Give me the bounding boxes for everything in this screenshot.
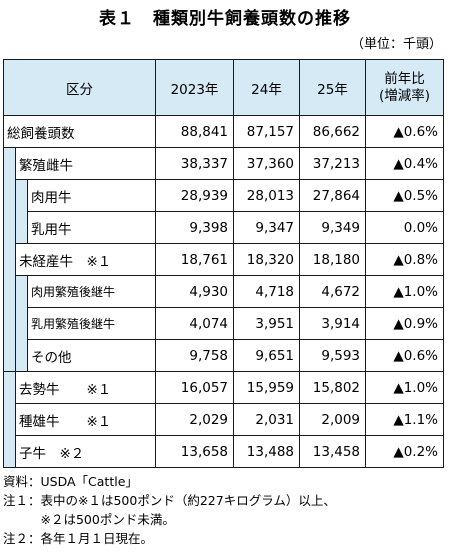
cell-ratio: ▲0.6%	[365, 115, 445, 148]
cell-ratio: ▲0.6%	[365, 339, 445, 372]
cell-25: 15,802	[299, 371, 367, 404]
table-row: その他 9,758 9,651 9,593 ▲0.6%	[4, 339, 445, 372]
cell-25: 13,458	[299, 435, 367, 468]
header-25: 25年	[299, 59, 367, 116]
unit-label: （単位：千頭）	[350, 37, 442, 52]
row-label: 子牛 ※２	[14, 435, 157, 468]
indent-cell	[3, 371, 16, 468]
cell-25: 86,662	[299, 115, 367, 148]
cell-ratio: ▲0.9%	[365, 307, 445, 340]
cell-2023: 16,057	[155, 371, 235, 404]
cell-2023: 9,398	[155, 211, 235, 244]
cell-2023: 88,841	[155, 115, 235, 148]
row-label: 種雄牛 ※１	[14, 403, 157, 436]
cell-24: 3,951	[233, 307, 301, 340]
header-row: 区分 2023年 24年 25年 前年比 (増減率)	[2, 59, 445, 116]
cell-ratio: ▲0.8%	[365, 243, 445, 276]
note-source: 資料：USDA「Cattle」	[3, 474, 138, 489]
cell-25: 3,914	[299, 307, 367, 340]
table-row: 乳用繁殖後継牛 4,074 3,951 3,914 ▲0.9%	[4, 307, 445, 340]
table-row: 去勢牛 ※１ 16,057 15,959 15,802 ▲1.0%	[3, 371, 445, 468]
table-row: 乳用牛 9,398 9,347 9,349 0.0%	[4, 211, 445, 244]
cell-ratio: ▲0.2%	[365, 435, 445, 468]
cell-ratio: ▲0.4%	[365, 147, 445, 180]
cell-24: 15,959	[233, 371, 301, 404]
row-label: 未経産牛 ※１	[14, 243, 157, 276]
cell-25: 9,349	[299, 211, 367, 244]
cell-2023: 4,930	[155, 275, 235, 308]
table-row: 種雄牛 ※１ 2,029 2,031 2,009 ▲1.1%	[4, 403, 445, 436]
indent-cell	[15, 275, 28, 372]
cell-ratio: ▲1.0%	[365, 275, 445, 308]
cell-24: 2,031	[233, 403, 301, 436]
note-1: 注１：表中の※１は500ポンド（約227キログラム）以上、	[3, 493, 336, 508]
table-row: 肉用牛 28,939 28,013 27,864 ▲0.5%	[4, 179, 445, 244]
cell-25: 18,180	[299, 243, 367, 276]
row-label: 総飼養頭数	[2, 115, 157, 148]
table-row: 総飼養頭数 88,841 87,157 86,662 ▲0.6%	[2, 115, 445, 148]
header-ratio: 前年比 (増減率)	[365, 59, 445, 116]
row-label: 肉用牛	[26, 179, 157, 212]
cell-25: 37,213	[299, 147, 367, 180]
cell-ratio: 0.0%	[365, 211, 445, 244]
cell-2023: 9,758	[155, 339, 235, 372]
header-2023: 2023年	[155, 59, 235, 116]
table-title: 表１ 種類別牛飼養頭数の推移	[99, 9, 351, 29]
header-category: 区分	[2, 59, 157, 116]
row-label: 繁殖雌牛	[14, 147, 157, 180]
table-row: 未経産牛 ※１ 18,761 18,320 18,180 ▲0.8%	[4, 243, 445, 276]
note-2: 注２：各年１月１日現在。	[3, 531, 154, 546]
row-label: 去勢牛 ※１	[14, 371, 157, 404]
cell-25: 4,672	[299, 275, 367, 308]
note-1-cont: ※２は500ポンド未満。	[3, 512, 175, 527]
header-24: 24年	[233, 59, 301, 116]
cell-2023: 13,658	[155, 435, 235, 468]
row-label: 肉用繁殖後継牛	[26, 275, 157, 308]
cattle-table: 区分 2023年 24年 25年 前年比 (増減率) 総飼養頭数 88,841 …	[2, 59, 445, 468]
row-label: 乳用繁殖後継牛	[26, 307, 157, 340]
table-row: 子牛 ※２ 13,658 13,488 13,458 ▲0.2%	[4, 435, 445, 468]
cell-2023: 18,761	[155, 243, 235, 276]
cell-24: 9,347	[233, 211, 301, 244]
cell-25: 27,864	[299, 179, 367, 212]
cell-24: 13,488	[233, 435, 301, 468]
header-ratio-line2: (増減率)	[378, 87, 431, 104]
table-row: 肉用繁殖後継牛 4,930 4,718 4,672 ▲1.0%	[4, 275, 445, 372]
cell-24: 87,157	[233, 115, 301, 148]
cell-24: 37,360	[233, 147, 301, 180]
cell-2023: 38,337	[155, 147, 235, 180]
cell-2023: 2,029	[155, 403, 235, 436]
cell-2023: 28,939	[155, 179, 235, 212]
cell-24: 9,651	[233, 339, 301, 372]
cell-ratio: ▲0.5%	[365, 179, 445, 212]
notes: 資料：USDA「Cattle」 注１：表中の※１は500ポンド（約227キログラ…	[3, 472, 336, 548]
cell-25: 2,009	[299, 403, 367, 436]
table-row: 繁殖雌牛 38,337 37,360 37,213 ▲0.4%	[3, 147, 445, 372]
indent-cell	[15, 179, 28, 244]
cell-2023: 4,074	[155, 307, 235, 340]
indent-cell	[3, 147, 16, 372]
cell-24: 18,320	[233, 243, 301, 276]
cell-ratio: ▲1.1%	[365, 403, 445, 436]
header-ratio-line1: 前年比	[384, 70, 425, 87]
cell-24: 4,718	[233, 275, 301, 308]
cell-25: 9,593	[299, 339, 367, 372]
row-label: その他	[26, 339, 157, 372]
cell-24: 28,013	[233, 179, 301, 212]
row-label: 乳用牛	[26, 211, 157, 244]
cell-ratio: ▲1.0%	[365, 371, 445, 404]
